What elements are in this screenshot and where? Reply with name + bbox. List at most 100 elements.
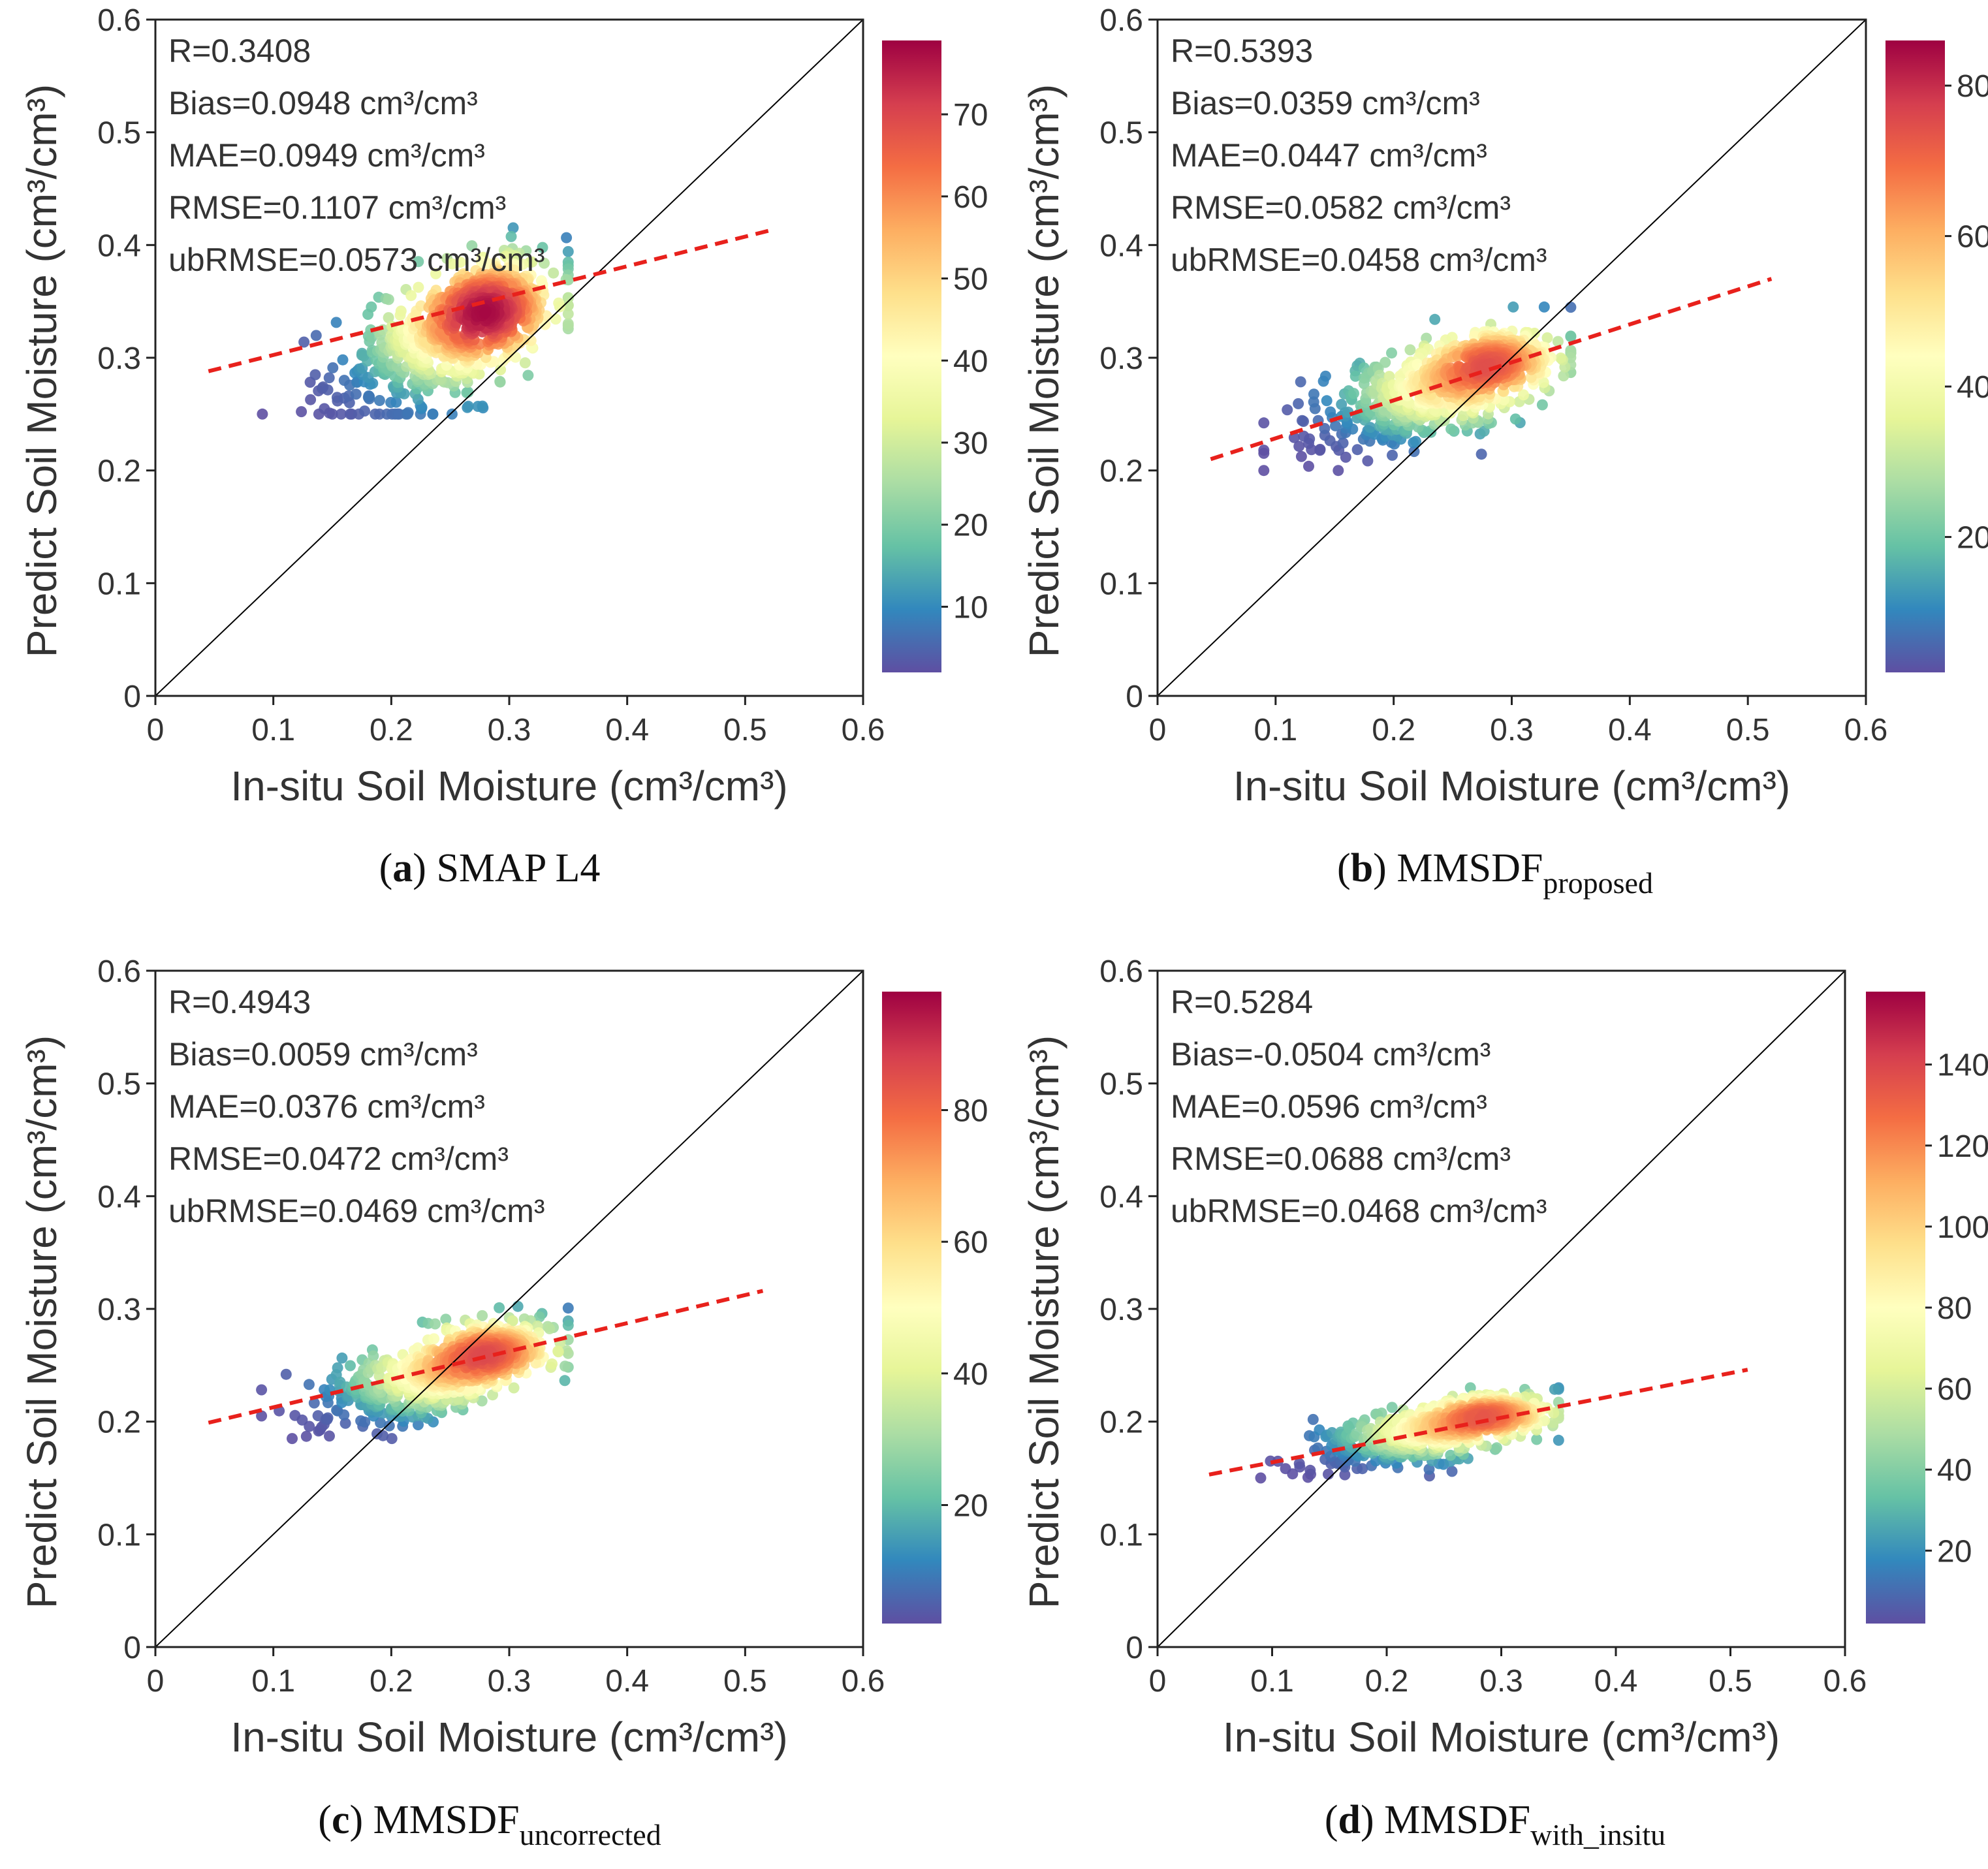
scatter-point [1258, 465, 1270, 477]
y-tick-label: 0.3 [97, 1293, 141, 1327]
stats-annotation: R=0.5393 Bias=0.0359 cm³/cm³ MAE=0.0447 cm… [1171, 33, 1547, 278]
colorbar-tick-label: 60 [1937, 1372, 1972, 1407]
scatter-point [1358, 378, 1370, 390]
scatter-points [1255, 1382, 1564, 1484]
scatter-point [1323, 1468, 1334, 1480]
scatter-point [363, 390, 375, 401]
scatter-point [1538, 301, 1550, 313]
stat-line: R=0.3408 [168, 33, 311, 69]
scatter-point [427, 408, 439, 420]
x-tick-label: 0.2 [1372, 713, 1415, 747]
scatter-point [1295, 376, 1306, 388]
scatter-point [1479, 361, 1491, 373]
scatter-point [544, 1323, 556, 1334]
regression-fit-line [1210, 277, 1773, 462]
scatter-point [1317, 375, 1329, 387]
scatter-point [548, 267, 560, 279]
scatter-point [507, 222, 519, 234]
caption-subscript: uncorrected [520, 1818, 661, 1851]
scatter-point [1410, 435, 1421, 447]
scatter-point [494, 375, 506, 387]
y-axis: 0 0.1 0.2 0.3 0.4 0.5 0.6 [1099, 954, 1158, 1665]
scatter-point [1445, 423, 1457, 435]
x-tick-label: 0.6 [842, 1664, 885, 1699]
y-tick-label: 0.2 [1099, 454, 1143, 489]
y-tick-label: 0.6 [97, 3, 141, 38]
x-tick-label: 0 [147, 713, 165, 747]
scatter-point [1555, 353, 1567, 364]
x-tick-label: 0.4 [1594, 1664, 1638, 1699]
colorbar-gradient [882, 40, 941, 672]
caption-subscript: proposed [1543, 866, 1653, 900]
scatter-point [1386, 347, 1397, 359]
y-tick-label: 0.1 [1099, 567, 1143, 601]
colorbar-tick-label: 60 [953, 1225, 988, 1260]
y-tick-label: 0 [123, 680, 141, 714]
scatter-point [1509, 413, 1521, 425]
y-tick-label: 0.2 [97, 1406, 141, 1440]
scatter-point [324, 1430, 335, 1442]
scatter-point [454, 257, 466, 268]
scatter-point [1452, 350, 1464, 362]
scatter-point [322, 1412, 334, 1424]
colorbar-gradient [1885, 40, 1945, 672]
scatter-point [300, 1430, 312, 1442]
scatter-point [1531, 1434, 1543, 1445]
scatter-point [1552, 336, 1564, 347]
scatter-point [430, 1318, 441, 1330]
scatter-point [383, 312, 394, 324]
scatter-point [1536, 399, 1548, 411]
scatter-point [375, 1417, 387, 1428]
x-tick-label: 0.1 [251, 713, 295, 747]
colorbar-tick-label: 40 [953, 344, 988, 379]
scatter-point [326, 408, 338, 420]
scatter-point [1293, 398, 1304, 409]
panel-a: 0 0.1 0.2 0.3 0.4 0.5 0.6 0 0.1 0.2 0.3 0.4 0.5 0.6 In… [18, 3, 988, 890]
scatter-point [487, 1389, 498, 1401]
scatter-point [402, 407, 414, 418]
subfigure-caption: (c) MMSDFuncorrected [318, 1798, 661, 1851]
scatter-point [561, 232, 573, 243]
x-tick-label: 0.5 [723, 713, 767, 747]
scatter-point [477, 1310, 488, 1321]
y-tick-label: 0.1 [97, 567, 141, 601]
colorbar: 10 20 30 40 50 60 70 [882, 40, 988, 672]
x-tick-label: 0.1 [1254, 713, 1297, 747]
scatter-point [336, 408, 347, 420]
x-tick-label: 0.5 [1726, 713, 1770, 747]
scatter-point [394, 309, 406, 321]
scatter-point [405, 290, 417, 302]
scatter-point [322, 384, 334, 396]
scatter-point [371, 1428, 383, 1439]
scatter-point [309, 369, 321, 381]
scatter-point [562, 1319, 574, 1331]
scatter-point [413, 1419, 424, 1430]
scatter-point [562, 308, 574, 320]
x-tick-label: 0.1 [251, 1664, 295, 1699]
colorbar-gradient [1866, 992, 1925, 1624]
x-axis-label: In-situ Soil Moisture (cm³/cm³) [1233, 762, 1790, 809]
scatter-point [462, 400, 474, 412]
x-axis: 0 0.1 0.2 0.3 0.4 0.5 0.6 [147, 1647, 885, 1699]
scatter-point [559, 1375, 571, 1387]
scatter-point [1321, 395, 1333, 407]
stat-line: MAE=0.0376 cm³/cm³ [168, 1088, 485, 1125]
scatter-point [1362, 455, 1374, 467]
scatter-point [304, 1421, 315, 1432]
scatter-point [327, 362, 339, 373]
colorbar-tick-label: 80 [953, 1094, 988, 1129]
scatter-point [1339, 1469, 1351, 1481]
scatter-point [1336, 399, 1348, 410]
y-axis-label: Predict Soil Moisture (cm³/cm³) [1020, 84, 1067, 657]
scatter-point [1308, 396, 1319, 408]
scatter-point [1349, 370, 1361, 382]
scatter-point [303, 1379, 315, 1390]
stats-annotation: R=0.5284 Bias=-0.0504 cm³/cm³ MAE=0.0596 c… [1171, 984, 1547, 1229]
x-tick-label: 0.2 [370, 1664, 413, 1699]
y-tick-label: 0 [123, 1631, 141, 1665]
x-tick-label: 0.5 [723, 1664, 767, 1699]
colorbar-tick-label: 140 [1937, 1048, 1988, 1083]
subfigure-caption: (d) MMSDFwith_insitu [1325, 1798, 1665, 1851]
scatter-point [1538, 377, 1549, 388]
colorbar-tick-label: 10 [953, 590, 988, 625]
